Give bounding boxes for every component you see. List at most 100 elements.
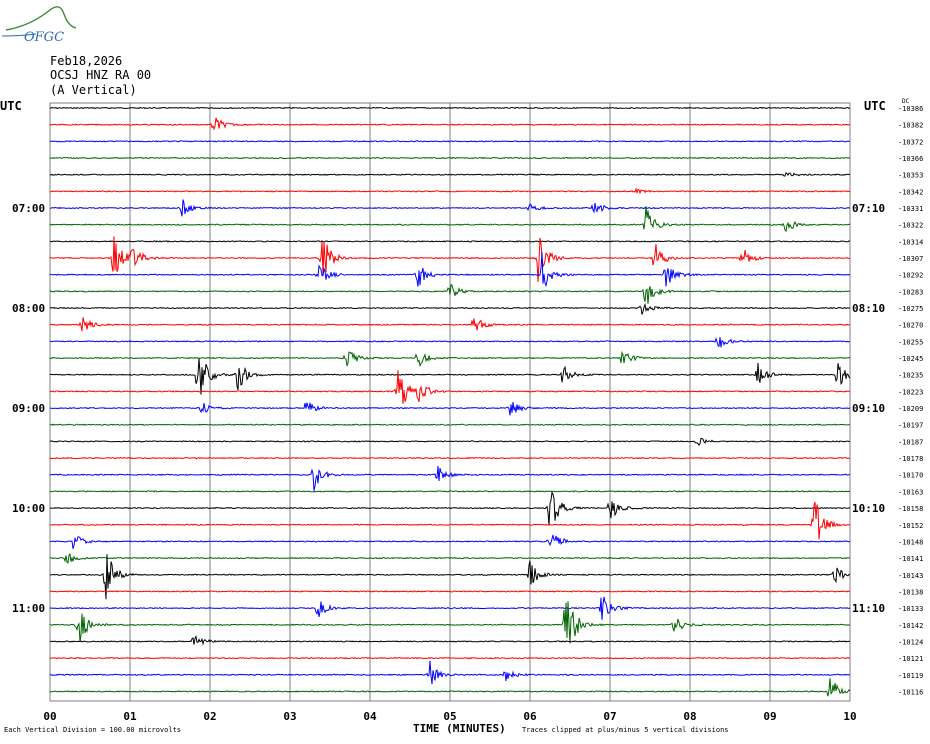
time-label-left-3: 10:00 [12, 502, 45, 515]
trace-18 [49, 401, 851, 416]
trace-1 [49, 117, 850, 131]
trace-11 [49, 284, 851, 304]
trace-34 [49, 660, 851, 685]
trace-19 [49, 423, 850, 426]
dc-offset-7: -10322 [898, 222, 923, 230]
x-tick-label-08: 08 [683, 710, 696, 723]
trace-25 [49, 501, 851, 540]
dc-offset-10: -10292 [898, 272, 923, 280]
time-label-right-2: 09:10 [852, 402, 885, 415]
dc-offset-21: -10178 [898, 455, 923, 463]
dc-column-label: DC [902, 98, 910, 105]
dc-offset-27: -10141 [898, 555, 923, 563]
dc-offset-33: -10121 [898, 655, 923, 663]
trace-14 [49, 337, 851, 348]
utc-label-right: UTC [864, 99, 886, 113]
trace-12 [49, 302, 851, 315]
plot-date: Feb18,2026 [50, 54, 123, 68]
trace-16 [49, 358, 851, 395]
dc-offset-19: -10197 [898, 422, 923, 430]
x-tick-label-04: 04 [363, 710, 377, 723]
trace-26 [49, 534, 851, 549]
trace-6 [49, 199, 851, 217]
trace-31 [49, 601, 851, 644]
trace-9 [49, 236, 851, 282]
dc-offset-16: -10235 [898, 372, 923, 380]
dc-offset-4: -10353 [898, 172, 923, 180]
dc-offset-1: -10382 [898, 122, 923, 130]
dc-offset-28: -10143 [898, 572, 923, 580]
trace-32 [49, 635, 851, 646]
dc-offset-17: -10223 [898, 388, 923, 396]
trace-0 [49, 106, 850, 110]
dc-offset-6: -10331 [898, 205, 923, 213]
dc-offset-34: -10119 [898, 672, 923, 680]
trace-24 [49, 490, 851, 526]
x-axis-title: TIME (MINUTES) [413, 722, 506, 735]
dc-offset-2: -10372 [898, 138, 923, 146]
dc-offset-31: -10142 [898, 622, 923, 630]
x-tick-label-02: 02 [203, 710, 216, 723]
trace-27 [50, 553, 851, 564]
time-label-right-1: 08:10 [852, 302, 885, 315]
x-tick-label-03: 03 [283, 710, 296, 723]
trace-3 [49, 156, 851, 160]
labels: 00 01 02 03 04 05 06 07 08 09 10 -10386 -10382 -10372… [12, 105, 923, 723]
trace-35 [49, 678, 851, 697]
logo-text: OFGC [24, 30, 64, 45]
dc-offset-29: -10138 [898, 588, 923, 596]
component-label: (A Vertical) [50, 83, 137, 97]
dc-offset-11: -10283 [898, 288, 923, 296]
traces [49, 106, 851, 697]
time-label-right-4: 11:10 [852, 602, 885, 615]
trace-28 [49, 554, 851, 600]
dc-offset-3: -10366 [898, 155, 923, 163]
x-tick-label-10: 10 [843, 710, 856, 723]
trace-33 [49, 656, 851, 660]
trace-8 [50, 240, 851, 243]
grid [49, 102, 851, 702]
trace-17 [49, 370, 851, 404]
clip-footnote: Traces clipped at plus/minus 5 vertical … [522, 726, 729, 734]
dc-offset-9: -10307 [898, 255, 923, 263]
dc-offset-22: -10170 [898, 472, 923, 480]
dc-offset-15: -10245 [898, 355, 923, 363]
trace-10 [49, 252, 851, 288]
x-tick-label-05: 05 [443, 710, 456, 723]
trace-23 [49, 490, 851, 493]
dc-offset-0: -10386 [898, 105, 923, 113]
trace-15 [49, 350, 851, 368]
x-tick-label-06: 06 [523, 710, 537, 723]
utc-label-left: UTC [0, 99, 22, 113]
trace-30 [49, 596, 851, 620]
x-tick-label-00: 00 [43, 710, 56, 723]
trace-20 [49, 437, 851, 446]
trace-13 [49, 317, 851, 332]
time-label-right-0: 07:10 [852, 202, 885, 215]
dc-offset-26: -10148 [898, 538, 923, 546]
x-tick-label-01: 01 [123, 710, 137, 723]
dc-offset-12: -10275 [898, 305, 923, 313]
trace-29 [49, 590, 851, 593]
trace-5 [50, 187, 851, 195]
trace-2 [49, 140, 851, 143]
station-code: OCSJ HNZ RA 00 [50, 68, 152, 82]
dc-offset-30: -10133 [898, 605, 923, 613]
time-label-left-1: 08:00 [12, 302, 45, 315]
scale-footnote: Each Vertical Division = 100.00 microvol… [4, 726, 182, 734]
dc-offset-23: -10163 [898, 488, 923, 496]
trace-4 [49, 172, 851, 177]
x-tick-label-07: 07 [603, 710, 616, 723]
ofgc-logo-icon: OFGC [1, 6, 77, 45]
dc-offset-18: -10209 [898, 405, 923, 413]
time-label-left-4: 11:00 [12, 602, 45, 615]
trace-22 [49, 465, 851, 491]
x-tick-label-09: 09 [763, 710, 776, 723]
dc-offset-25: -10152 [898, 522, 923, 530]
dc-offset-35: -10116 [898, 688, 923, 696]
dc-offset-13: -10270 [898, 322, 923, 330]
time-label-left-0: 07:00 [12, 202, 45, 215]
dc-offset-8: -10314 [898, 238, 923, 246]
dc-offset-20: -10187 [898, 438, 923, 446]
